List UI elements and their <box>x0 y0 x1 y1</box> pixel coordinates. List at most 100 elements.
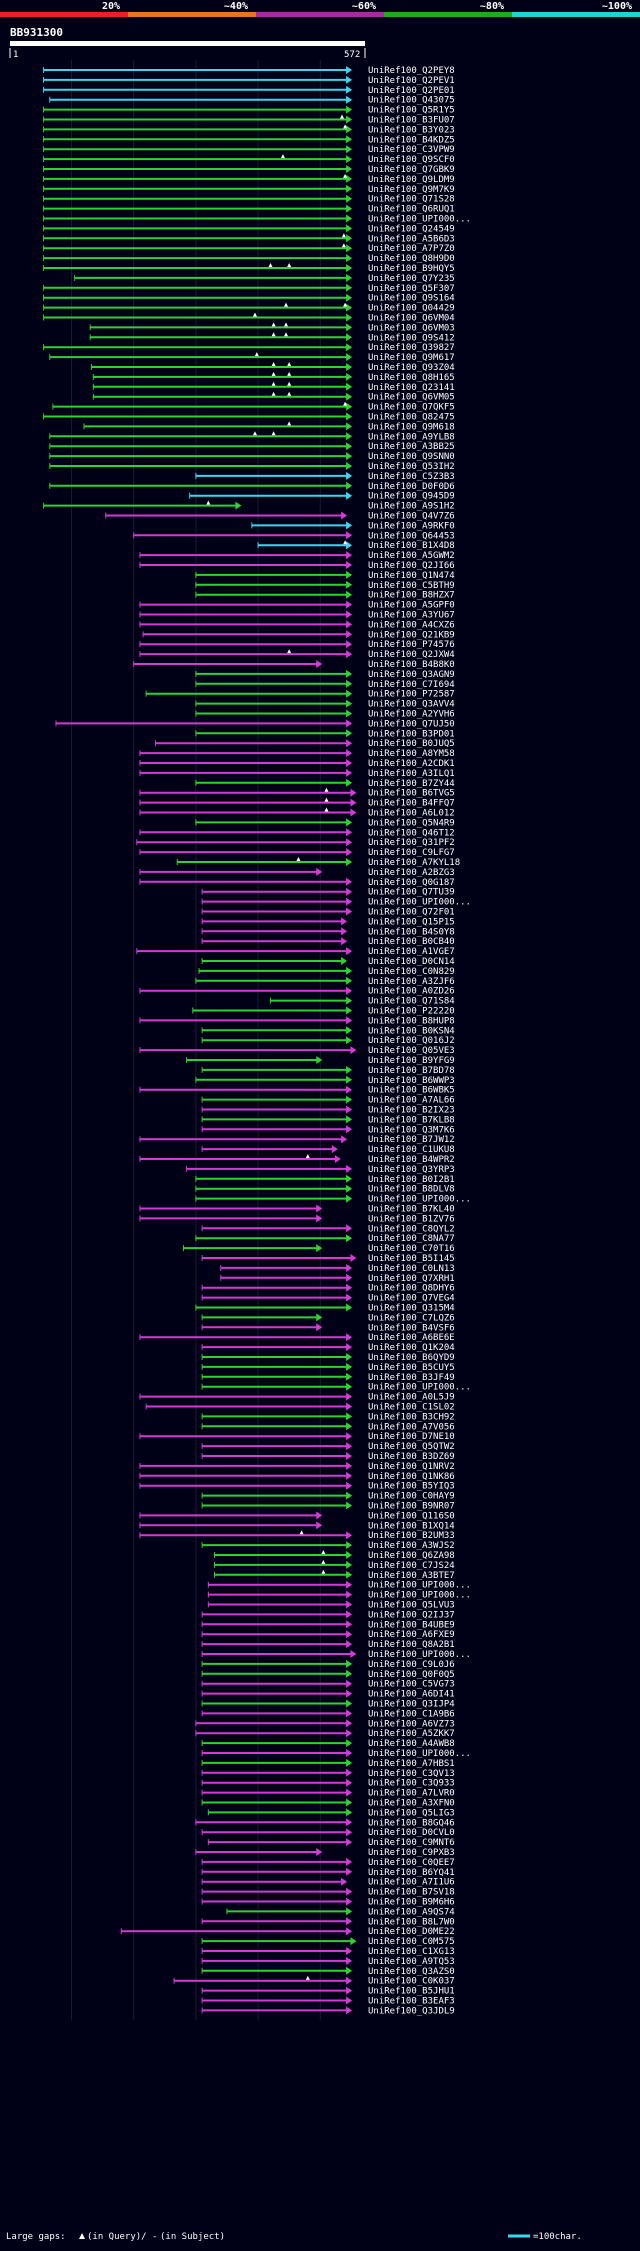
hit-id-link[interactable]: UniRef100_A7KYL18 <box>368 858 460 868</box>
hit-row[interactable]: UniRef100_A7V056 <box>201 1422 455 1432</box>
hit-id-link[interactable]: UniRef100_A6BE6E <box>368 1333 455 1343</box>
hit-id-link[interactable]: UniRef100_B8GQ46 <box>368 1818 455 1828</box>
hit-id-link[interactable]: UniRef100_B1XQ14 <box>368 1521 455 1531</box>
hit-row[interactable]: UniRef100_B7KL40 <box>139 1204 455 1215</box>
hit-id-link[interactable]: UniRef100_Q31PF2 <box>368 838 455 848</box>
hit-row[interactable]: UniRef100_A7I1U6 <box>201 1877 455 1888</box>
hit-row[interactable]: UniRef100_B4UBE9 <box>201 1620 455 1630</box>
hit-id-link[interactable]: UniRef100_B5CUY5 <box>368 1363 455 1373</box>
hit-row[interactable]: UniRef100_B9M6H6 <box>201 1897 455 1908</box>
hit-row[interactable]: UniRef100_C0N829 <box>198 966 455 977</box>
hit-id-link[interactable]: UniRef100_Q315M4 <box>368 1304 455 1314</box>
hit-row[interactable]: UniRef100_A3ILQ1 <box>139 768 455 779</box>
hit-id-link[interactable]: UniRef100_B3DZ69 <box>368 1452 455 1462</box>
hit-id-link[interactable]: UniRef100_Q64453 <box>368 531 455 541</box>
hit-id-link[interactable]: UniRef100_Q71S84 <box>368 997 455 1007</box>
hit-row[interactable]: UniRef100_B5I145 <box>201 1254 455 1264</box>
hit-id-link[interactable]: UniRef100_A0L5J9 <box>368 1393 455 1403</box>
hit-row[interactable]: UniRef100_B2IX23 <box>201 1105 455 1116</box>
hit-row[interactable]: UniRef100_Q3AZS0 <box>201 1966 455 1977</box>
hit-row[interactable]: UniRef100_Q39827 <box>43 343 455 353</box>
hit-id-link[interactable]: UniRef100_Q3JDL9 <box>368 2006 455 2016</box>
hit-id-link[interactable]: UniRef100_Q1N474 <box>368 571 455 581</box>
hit-id-link[interactable]: UniRef100_C7I694 <box>368 680 455 690</box>
hit-row[interactable]: UniRef100_UPI000... <box>201 1382 471 1393</box>
hit-id-link[interactable]: UniRef100_B5I145 <box>368 1254 455 1264</box>
hit-id-link[interactable]: UniRef100_UPI000... <box>368 1581 471 1591</box>
hit-row[interactable]: UniRef100_Q2JXW4 <box>139 649 455 660</box>
hit-id-link[interactable]: UniRef100_A7AL66 <box>368 1096 455 1106</box>
hit-row[interactable]: UniRef100_C7JS24 <box>214 1559 455 1571</box>
hit-id-link[interactable]: UniRef100_A9TQ53 <box>368 1957 455 1967</box>
hit-row[interactable]: UniRef100_Q315M4 <box>195 1303 455 1314</box>
hit-row[interactable]: UniRef100_A9QS74 <box>226 1907 455 1917</box>
hit-id-link[interactable]: UniRef100_A1VGE7 <box>368 947 455 957</box>
hit-row[interactable]: UniRef100_B9YFG9 <box>186 1056 455 1066</box>
hit-id-link[interactable]: UniRef100_Q6VM04 <box>368 314 455 324</box>
hit-row[interactable]: UniRef100_Q9SNN0 <box>49 452 455 462</box>
hit-row[interactable]: UniRef100_C1A9B6 <box>201 1709 455 1719</box>
hit-id-link[interactable]: UniRef100_Q1NRV2 <box>368 1462 455 1472</box>
hit-id-link[interactable]: UniRef100_A7I1U6 <box>368 1878 455 1888</box>
hit-row[interactable]: UniRef100_A7KYL18 <box>176 857 460 868</box>
hit-row[interactable]: UniRef100_Q3JDL9 <box>201 2006 455 2016</box>
hit-row[interactable]: UniRef100_Q1NK86 <box>139 1471 455 1482</box>
hit-row[interactable]: UniRef100_Q016J2 <box>201 1036 455 1046</box>
hit-row[interactable]: UniRef100_Q23141 <box>92 381 455 393</box>
hit-id-link[interactable]: UniRef100_B3PD01 <box>368 729 455 739</box>
hit-id-link[interactable]: UniRef100_Q9M618 <box>368 422 455 432</box>
hit-id-link[interactable]: UniRef100_B5YIQ3 <box>368 1482 455 1492</box>
hit-id-link[interactable]: UniRef100_B8HZX7 <box>368 591 455 601</box>
hit-id-link[interactable]: UniRef100_A3XFN0 <box>368 1799 455 1809</box>
hit-id-link[interactable]: UniRef100_Q53IH2 <box>368 462 455 472</box>
hit-row[interactable]: UniRef100_B0CB40 <box>201 937 455 947</box>
hit-id-link[interactable]: UniRef100_B3CH92 <box>368 1412 455 1422</box>
hit-id-link[interactable]: UniRef100_Q15P15 <box>368 917 455 927</box>
hit-row[interactable]: UniRef100_Q93Z04 <box>90 362 455 373</box>
hit-id-link[interactable]: UniRef100_D0F0D6 <box>368 482 455 492</box>
hit-id-link[interactable]: UniRef100_A5ZKK7 <box>368 1729 455 1739</box>
hit-row[interactable]: UniRef100_Q8A2B1 <box>201 1640 455 1650</box>
hit-row[interactable]: UniRef100_Q2PEV1 <box>43 75 455 86</box>
hit-row[interactable]: UniRef100_Q4V7Z6 <box>105 511 455 522</box>
hit-row[interactable]: UniRef100_C5BTH9 <box>195 580 455 591</box>
hit-id-link[interactable]: UniRef100_UPI000... <box>368 898 471 908</box>
hit-row[interactable]: UniRef100_B5YIQ3 <box>139 1481 455 1492</box>
hit-id-link[interactable]: UniRef100_Q6VM05 <box>368 393 455 403</box>
hit-row[interactable]: UniRef100_C3Q933 <box>201 1778 455 1789</box>
hit-id-link[interactable]: UniRef100_UPI000... <box>368 215 471 225</box>
hit-row[interactable]: UniRef100_Q3YRP3 <box>186 1164 455 1175</box>
hit-row[interactable]: UniRef100_B4KDZ5 <box>43 135 455 145</box>
hit-row[interactable]: UniRef100_Q6VM03 <box>89 322 455 333</box>
hit-id-link[interactable]: UniRef100_B7BD78 <box>368 1066 455 1076</box>
hit-id-link[interactable]: UniRef100_B9M6H6 <box>368 1898 455 1908</box>
hit-id-link[interactable]: UniRef100_A3BTE7 <box>368 1571 455 1581</box>
hit-row[interactable]: UniRef100_B1XQ14 <box>139 1521 455 1531</box>
hit-id-link[interactable]: UniRef100_Q24549 <box>368 224 455 234</box>
hit-row[interactable]: UniRef100_A4CXZ6 <box>139 620 455 630</box>
hit-row[interactable]: UniRef100_C5VG73 <box>201 1679 455 1690</box>
hit-id-link[interactable]: UniRef100_A2BZG3 <box>368 868 455 878</box>
hit-id-link[interactable]: UniRef100_C5BTH9 <box>368 581 455 591</box>
hit-id-link[interactable]: UniRef100_A3WJS2 <box>368 1541 455 1551</box>
hit-row[interactable]: UniRef100_A6L012 <box>139 807 455 819</box>
hit-row[interactable]: UniRef100_C0HAY9 <box>201 1491 455 1502</box>
hit-row[interactable]: UniRef100_C5Z3B3 <box>195 471 455 482</box>
hit-id-link[interactable]: UniRef100_C7JS24 <box>368 1561 455 1571</box>
hit-row[interactable]: UniRef100_C3QV13 <box>201 1768 455 1779</box>
hit-row[interactable]: UniRef100_UPI000... <box>207 1580 471 1591</box>
hit-row[interactable]: UniRef100_B0KSN4 <box>201 1026 455 1036</box>
hit-row[interactable]: UniRef100_Q0G187 <box>139 877 455 888</box>
hit-row[interactable]: UniRef100_Q72F01 <box>201 907 455 918</box>
hit-row[interactable]: UniRef100_Q5F307 <box>43 283 455 294</box>
hit-id-link[interactable]: UniRef100_Q05VE3 <box>368 1046 455 1056</box>
hit-row[interactable]: UniRef100_B6WWP3 <box>195 1075 455 1086</box>
hit-row[interactable]: UniRef100_Q04429 <box>43 302 455 314</box>
hit-row[interactable]: UniRef100_Q21KB9 <box>142 630 455 640</box>
hit-id-link[interactable]: UniRef100_B2IX23 <box>368 1106 455 1116</box>
hit-row[interactable]: UniRef100_B4FFQ7 <box>139 797 455 809</box>
hit-row[interactable]: UniRef100_A5GPF0 <box>139 600 455 611</box>
hit-id-link[interactable]: UniRef100_B7KL40 <box>368 1205 455 1215</box>
hit-row[interactable]: UniRef100_Q1K204 <box>201 1343 455 1353</box>
hit-id-link[interactable]: UniRef100_A5B6D3 <box>368 234 455 244</box>
